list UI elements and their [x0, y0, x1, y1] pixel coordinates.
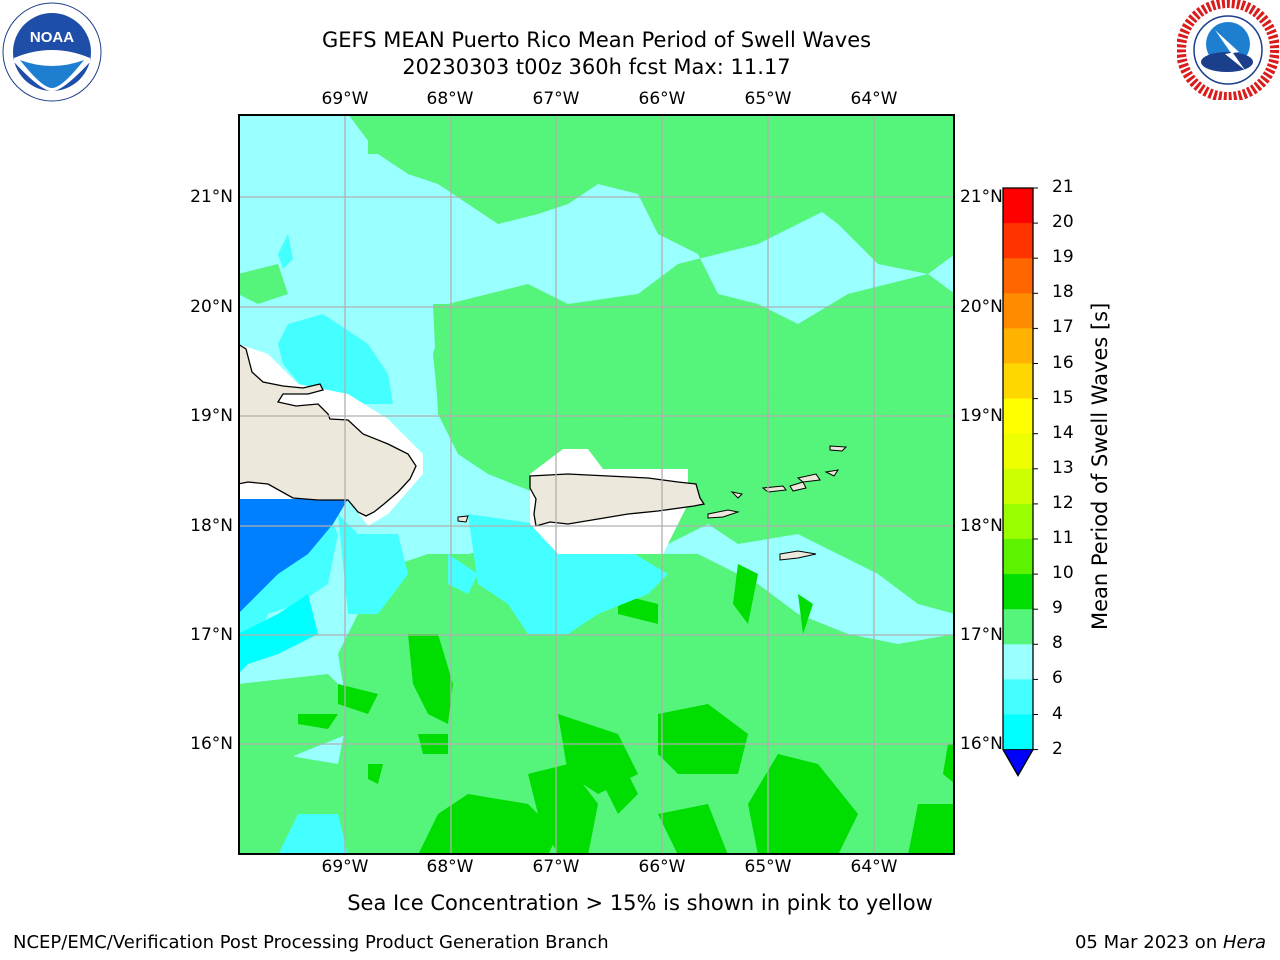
chart-subtitle: 20230303 t00z 360h fcst Max: 11.17	[402, 55, 791, 79]
colorbar-tick-label: 21	[1052, 177, 1074, 197]
puerto-rico-land	[529, 473, 706, 527]
colorbar-frame	[1002, 187, 1034, 777]
lat-label-left: 19°N	[190, 406, 233, 426]
colorbar-band	[1003, 644, 1033, 680]
lon-label-top: 67°W	[532, 89, 580, 109]
footer-date: 05 Mar 2023 on Hera	[1075, 932, 1266, 953]
colorbar-band	[1003, 714, 1033, 751]
map-panel[interactable]	[237, 114, 955, 855]
lat-label-right: 19°N	[960, 406, 1003, 426]
colorbar-tick-label: 12	[1052, 492, 1074, 513]
lon-label-top: 64°W	[850, 89, 898, 109]
colorbar-tick-label: 14	[1052, 422, 1074, 443]
field-2-4	[238, 499, 348, 614]
lat-label-right: 18°N	[960, 516, 1003, 536]
colorbar-band	[1003, 223, 1033, 259]
colorbar-tick-label: 15	[1052, 387, 1074, 408]
lat-label-left: 17°N	[190, 625, 233, 645]
graticule	[238, 114, 955, 855]
anegada-island	[829, 445, 848, 452]
vieques-island	[707, 509, 740, 519]
footer-machine: Hera	[1222, 932, 1266, 953]
lon-label-top: 65°W	[744, 89, 792, 109]
lon-label-bottom: 69°W	[321, 857, 369, 877]
sea-ice-caption: Sea Ice Concentration > 15% is shown in …	[347, 891, 933, 915]
lon-label-top: 66°W	[638, 89, 686, 109]
colorbar-band	[1003, 188, 1033, 224]
tortola-island	[796, 473, 821, 483]
colorbar-band	[1003, 398, 1033, 435]
lon-label-bottom: 66°W	[638, 857, 686, 877]
lat-label-left: 21°N	[190, 187, 233, 207]
st-john-island	[789, 481, 807, 492]
colorbar-tick-label: 2	[1052, 738, 1063, 759]
colorbar-tick-label: 9	[1052, 598, 1063, 619]
colorbar-band	[1003, 293, 1033, 329]
colorbar-band	[1003, 468, 1033, 505]
lon-label-bottom: 64°W	[850, 857, 898, 877]
colorbar-tick-label: 8	[1052, 633, 1063, 654]
colorbar-band	[1003, 503, 1033, 540]
lon-label-top: 69°W	[321, 89, 369, 109]
field-10-11	[298, 564, 955, 855]
lat-label-left: 20°N	[190, 297, 233, 317]
colorbar-tick-label: 20	[1052, 212, 1074, 233]
st-croix-island	[779, 550, 817, 561]
colorbar-band	[1003, 328, 1033, 364]
swell-period-map	[237, 114, 955, 855]
colorbar-tick-label: 16	[1052, 352, 1074, 373]
map-frame	[238, 114, 955, 855]
noaa-logo-text: NOAA	[30, 29, 74, 46]
noaa-logo: NOAA	[2, 2, 102, 102]
lon-label-bottom: 68°W	[426, 857, 474, 877]
colorbar	[1000, 186, 1040, 786]
lat-label-right: 21°N	[960, 187, 1003, 207]
colorbar-extend-triangle	[1002, 749, 1034, 777]
lon-label-bottom: 67°W	[532, 857, 580, 877]
colorbar-band	[1003, 609, 1033, 645]
lat-label-left: 16°N	[190, 734, 233, 754]
lat-label-right: 17°N	[960, 625, 1003, 645]
lat-label-right: 20°N	[960, 297, 1003, 317]
virgin-gorda-island	[824, 469, 840, 477]
colorbar-band	[1003, 574, 1033, 610]
colorbar-band	[1003, 539, 1033, 575]
colorbar-bar	[1002, 187, 1038, 777]
colorbar-tick-label: 4	[1052, 703, 1063, 724]
hispaniola-land	[237, 342, 417, 517]
lat-label-left: 18°N	[190, 516, 233, 536]
culebra-island	[730, 491, 744, 499]
mona-island	[457, 515, 469, 523]
colorbar-band	[1003, 258, 1033, 294]
lat-label-right: 16°N	[960, 734, 1003, 754]
st-thomas-island	[761, 485, 787, 493]
colorbar-tick-label: 17	[1052, 317, 1074, 338]
colorbar-label: Mean Period of Swell Waves [s]	[1088, 302, 1112, 630]
colorbar-band	[1003, 433, 1033, 470]
footer-date-text: 05 Mar 2023 on	[1074, 932, 1223, 953]
footer-branch: NCEP/EMC/Verification Post Processing Pr…	[13, 932, 609, 953]
colorbar-tick-label: 18	[1052, 282, 1074, 303]
colorbar-tick-label: 10	[1052, 563, 1074, 584]
lon-label-top: 68°W	[426, 89, 474, 109]
colorbar-tick-label: 13	[1052, 457, 1074, 478]
field-4-6	[238, 594, 318, 674]
lon-label-bottom: 65°W	[744, 857, 792, 877]
colorbar-tick-label: 11	[1052, 528, 1074, 548]
colorbar-tick-label: 19	[1052, 247, 1074, 268]
chart-title: GEFS MEAN Puerto Rico Mean Period of Swe…	[321, 28, 872, 52]
colorbar-band	[1003, 679, 1033, 715]
colorbar-band	[1003, 363, 1033, 400]
colorbar-tick-label: 6	[1052, 668, 1063, 689]
nws-logo	[1176, 0, 1280, 102]
